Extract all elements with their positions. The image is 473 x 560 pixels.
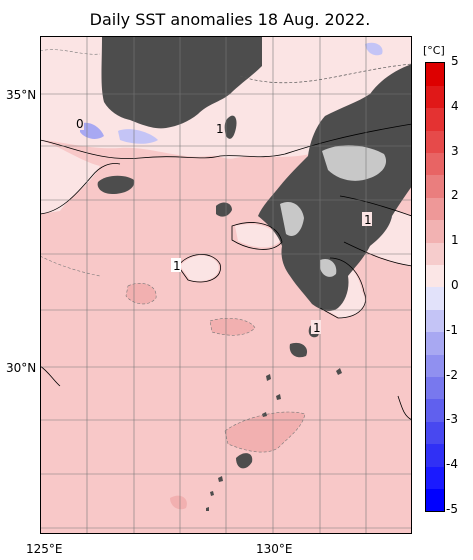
cool-anomaly-area — [118, 129, 158, 144]
colorbar-tick-label: 1 — [451, 233, 459, 248]
contour-label: 0 — [76, 117, 84, 131]
colorbar-tick-label: 2 — [451, 188, 459, 203]
island-yakushima — [289, 342, 308, 358]
contour-label: 1 — [364, 213, 372, 227]
contour-line-dashed — [239, 63, 412, 84]
colorbar-segment — [426, 85, 444, 109]
colorbar-segment — [426, 242, 444, 266]
colorbar-segment — [426, 488, 444, 511]
contour-line-dashed — [125, 283, 157, 305]
warm-anomaly-patch — [210, 318, 255, 336]
colorbar-unit: [°C] — [423, 44, 445, 57]
colorbar-tick-label: 5 — [451, 54, 459, 68]
map-title: Daily SST anomalies 18 Aug. 2022. — [89, 10, 371, 29]
graticule — [40, 36, 412, 534]
colorbar-segment — [426, 376, 444, 400]
colorbar-segment — [426, 219, 444, 243]
colorbar-segment — [426, 354, 444, 378]
land-nodata-patch — [320, 258, 337, 277]
colorbar-segment — [426, 197, 444, 221]
contour-line-dashed — [224, 411, 306, 453]
colorbar-tick-label: -3 — [446, 412, 458, 427]
colorbar-tick-label: 4 — [451, 98, 459, 113]
colorbar-tick-label: 3 — [451, 143, 459, 158]
light-anomaly-area — [180, 255, 219, 282]
cool-anomaly-area — [80, 122, 104, 139]
land-nodata-patch — [322, 145, 387, 181]
colorbar-segment — [426, 466, 444, 490]
light-anomaly-area — [235, 224, 280, 248]
colorbar-segment — [426, 175, 444, 198]
colorbar-segment — [426, 264, 444, 288]
contour-label: 1 — [313, 321, 321, 335]
contour-label: 1 — [216, 122, 224, 136]
colorbar-segment — [426, 399, 444, 422]
land-korea — [101, 36, 262, 129]
land-kyushu — [258, 64, 412, 311]
light-anomaly-area — [40, 140, 100, 214]
lat-label-35n: 35°N — [6, 88, 37, 102]
colorbar-segment — [426, 309, 444, 333]
colorbar-segment — [426, 443, 444, 467]
contour-line — [319, 257, 366, 319]
colorbar-tick-label: -4 — [446, 457, 458, 472]
colorbar-segment — [426, 152, 444, 176]
colorbar — [425, 62, 445, 512]
colorbar-tick-label: -2 — [446, 367, 458, 382]
colorbar-segment — [426, 287, 444, 310]
colorbar-segment — [426, 421, 444, 445]
cool-anomaly-area — [365, 42, 383, 56]
contour-line-dashed — [40, 49, 101, 55]
island-goto — [216, 202, 232, 217]
contour-line — [397, 395, 412, 421]
colorbar-tick-label: 0 — [451, 278, 459, 292]
colorbar-segment — [426, 63, 444, 86]
contour-line — [40, 163, 121, 215]
island-tsushima — [224, 115, 237, 139]
contour-line — [40, 123, 412, 160]
lon-label-130e: 130°E — [256, 542, 293, 556]
contour-line — [231, 222, 283, 250]
island-amami — [236, 453, 253, 469]
sst-anomaly-map: 0 1 1 1 1 — [40, 36, 412, 534]
colorbar-segment — [426, 107, 444, 131]
island-jeju — [97, 175, 135, 194]
contour-label: 1 — [173, 259, 181, 273]
lon-label-125e: 125°E — [26, 542, 63, 556]
contour-line-dashed — [40, 255, 101, 277]
contour-line — [339, 195, 412, 217]
land-nodata-patch — [280, 201, 304, 237]
colorbar-tick-label: -1 — [446, 322, 458, 337]
colorbar-tick-label: -5 — [446, 502, 458, 516]
contour-line — [40, 365, 61, 387]
warm-anomaly-patch — [126, 283, 157, 304]
contour-line — [177, 254, 221, 283]
warm-anomaly-patch — [225, 411, 305, 453]
colorbar-segment — [426, 130, 444, 154]
contour-line — [343, 241, 412, 267]
lat-label-30n: 30°N — [6, 361, 37, 375]
colorbar-segment — [426, 331, 444, 355]
warm-anomaly-patch — [170, 495, 187, 510]
